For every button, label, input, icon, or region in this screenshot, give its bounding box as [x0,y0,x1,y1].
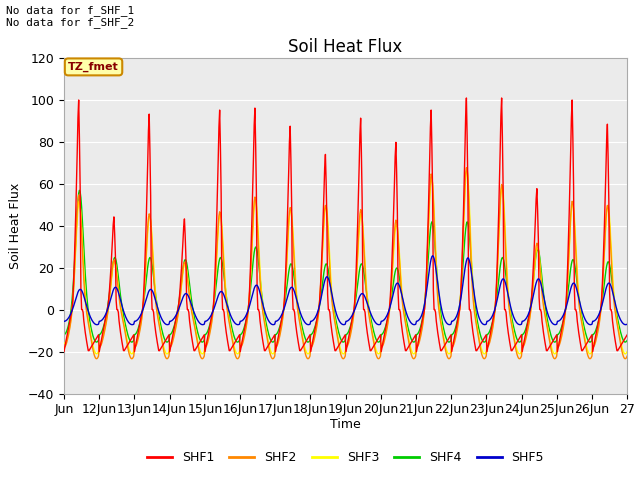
X-axis label: Time: Time [330,418,361,431]
Legend: SHF1, SHF2, SHF3, SHF4, SHF5: SHF1, SHF2, SHF3, SHF4, SHF5 [142,446,549,469]
Text: TZ_fmet: TZ_fmet [68,62,119,72]
Text: No data for f_SHF_1
No data for f_SHF_2: No data for f_SHF_1 No data for f_SHF_2 [6,5,134,28]
Title: Soil Heat Flux: Soil Heat Flux [289,38,403,56]
Y-axis label: Soil Heat Flux: Soil Heat Flux [10,182,22,269]
